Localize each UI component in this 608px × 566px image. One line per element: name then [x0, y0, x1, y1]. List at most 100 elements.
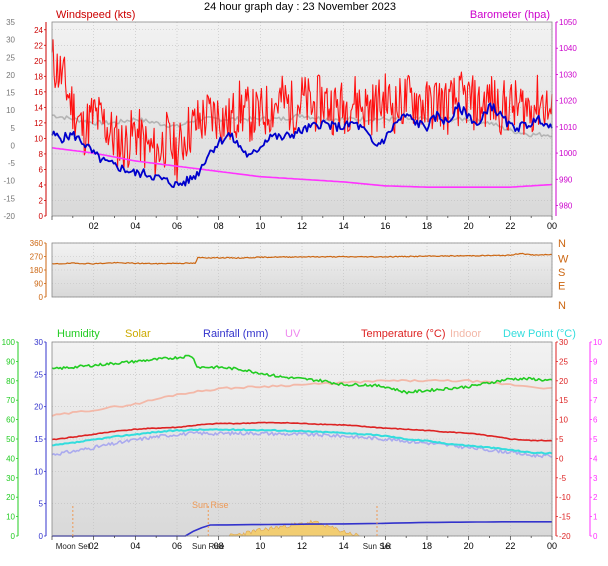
solar-area	[228, 519, 361, 537]
legend-uv: UV	[285, 328, 301, 340]
barometer-tick-label: 990	[559, 175, 573, 184]
indoor-tick-label: 2	[593, 493, 598, 502]
secondary-tick-label: -5	[8, 159, 16, 168]
x-tick-label: 08	[214, 221, 224, 231]
barometer-tick-label: 1050	[559, 18, 577, 27]
x-tick-label: 00	[547, 541, 557, 551]
wind-panel-axes: 02 04 06 08 10 12 14 16 18 20 22 000246810121416182…	[3, 18, 577, 231]
barometer-axis-label: Barometer (hpa)	[470, 9, 550, 21]
humidity-tick-label: 60	[6, 416, 15, 425]
direction-tick-label: 360	[30, 239, 44, 248]
legend-humidity: Humidity	[57, 328, 100, 340]
windspeed-tick-label: 8	[39, 150, 44, 159]
legend-solar: Solar	[125, 328, 151, 340]
compass-label: S	[558, 267, 565, 279]
windspeed-axis-label: Windspeed (kts)	[56, 9, 135, 21]
windspeed-tick-label: 2	[39, 196, 44, 205]
event-label: Sun Set	[363, 542, 392, 551]
windspeed-tick-label: 6	[39, 165, 44, 174]
temperature-tick-label: 10	[559, 416, 568, 425]
sun-moon-events: Moon Set Sun Rise Sun Set Sun Rise	[56, 500, 392, 551]
secondary-tick-label: 5	[11, 124, 16, 133]
temperature-panel-axes: 02 04 06 08 10 12 14 16 18 20 22 000102030405060708…	[2, 338, 603, 551]
windspeed-tick-label: 4	[39, 181, 44, 190]
legend-indoor: Indoor	[450, 328, 482, 340]
windspeed-tick-label: 12	[34, 119, 43, 128]
indoor-tick-label: 0	[593, 532, 598, 541]
indoor-tick-label: 1	[593, 513, 598, 522]
x-tick-label: 12	[297, 221, 307, 231]
x-tick-label: 22	[505, 541, 515, 551]
rainfall-tick-label: 20	[34, 403, 43, 412]
legend-dew-point: Dew Point (°C)	[503, 328, 576, 340]
indoor-tick-label: 8	[593, 377, 598, 386]
humidity-tick-label: 30	[6, 474, 15, 483]
humidity-tick-label: 70	[6, 396, 15, 405]
wind-direction-line	[51, 252, 553, 265]
temperature-line	[51, 421, 553, 442]
temperature-tick-label: -10	[559, 493, 571, 502]
x-tick-label: 12	[297, 541, 307, 551]
barometer-tick-label: 1000	[559, 149, 577, 158]
compass-label: E	[558, 281, 565, 293]
dew-point-line	[51, 428, 553, 455]
indoor-tick-label: 6	[593, 416, 598, 425]
legend-temperature: Temperature (°C)	[361, 328, 445, 340]
secondary-tick-label: 10	[6, 106, 15, 115]
secondary-tick-label: -15	[3, 194, 15, 203]
compass-label: N	[558, 300, 566, 312]
windspeed-tick-label: 14	[34, 103, 43, 112]
x-tick-label: 02	[89, 541, 99, 551]
temperature-tick-label: 20	[559, 377, 568, 386]
temperature-tick-label: 0	[559, 454, 564, 463]
x-tick-label: 16	[380, 541, 390, 551]
compass-label: N	[558, 238, 566, 250]
windspeed-tick-label: 22	[34, 41, 43, 50]
x-tick-label: 20	[464, 221, 474, 231]
temperature-tick-label: -15	[559, 513, 571, 522]
event-label: Moon Set	[56, 542, 91, 551]
x-tick-label: 10	[255, 541, 265, 551]
secondary-tick-label: 15	[6, 89, 15, 98]
rainfall-tick-label: 10	[34, 467, 43, 476]
barometer-tick-label: 1020	[559, 97, 577, 106]
direction-panel-series	[51, 252, 553, 265]
direction-tick-label: 90	[34, 280, 43, 289]
humidity-tick-label: 10	[6, 513, 15, 522]
indoor-tick-label: 4	[593, 454, 598, 463]
humidity-tick-label: 0	[11, 532, 16, 541]
x-tick-label: 06	[172, 221, 182, 231]
rainfall-tick-label: 15	[34, 435, 43, 444]
humidity-tick-label: 100	[2, 338, 16, 347]
x-tick-label: 04	[130, 541, 140, 551]
windspeed-tick-label: 20	[34, 57, 43, 66]
humidity-tick-label: 90	[6, 357, 15, 366]
x-tick-label: 06	[172, 541, 182, 551]
temperature-tick-label: 30	[559, 338, 568, 347]
indoor-tick-label: 7	[593, 396, 598, 405]
windspeed-tick-label: 18	[34, 72, 43, 81]
direction-tick-label: 180	[30, 266, 44, 275]
grey-series-line	[52, 113, 553, 138]
indoor-tick-label: 10	[593, 338, 602, 347]
secondary-tick-label: -10	[3, 177, 15, 186]
x-tick-label: 14	[339, 221, 349, 231]
temperature-tick-label: 15	[559, 396, 568, 405]
panel-frame	[51, 242, 553, 298]
barometer-tick-label: 980	[559, 202, 573, 211]
wind-average-line	[51, 102, 553, 189]
x-tick-label: 20	[464, 541, 474, 551]
x-tick-label: 02	[89, 221, 99, 231]
rainfall-tick-label: 0	[39, 532, 44, 541]
barometer-tick-label: 1010	[559, 123, 577, 132]
x-tick-label: 04	[130, 221, 140, 231]
temperature-tick-label: -20	[559, 532, 571, 541]
temperature-tick-label: 25	[559, 357, 568, 366]
rainfall-tick-label: 25	[34, 370, 43, 379]
legend-rainfall: Rainfall (mm)	[203, 328, 268, 340]
secondary-tick-label: -20	[3, 212, 15, 221]
windspeed-tick-label: 24	[34, 26, 43, 35]
temperature-panel-legend: Humidity Solar Rainfall (mm) UV Temperat…	[57, 328, 576, 340]
